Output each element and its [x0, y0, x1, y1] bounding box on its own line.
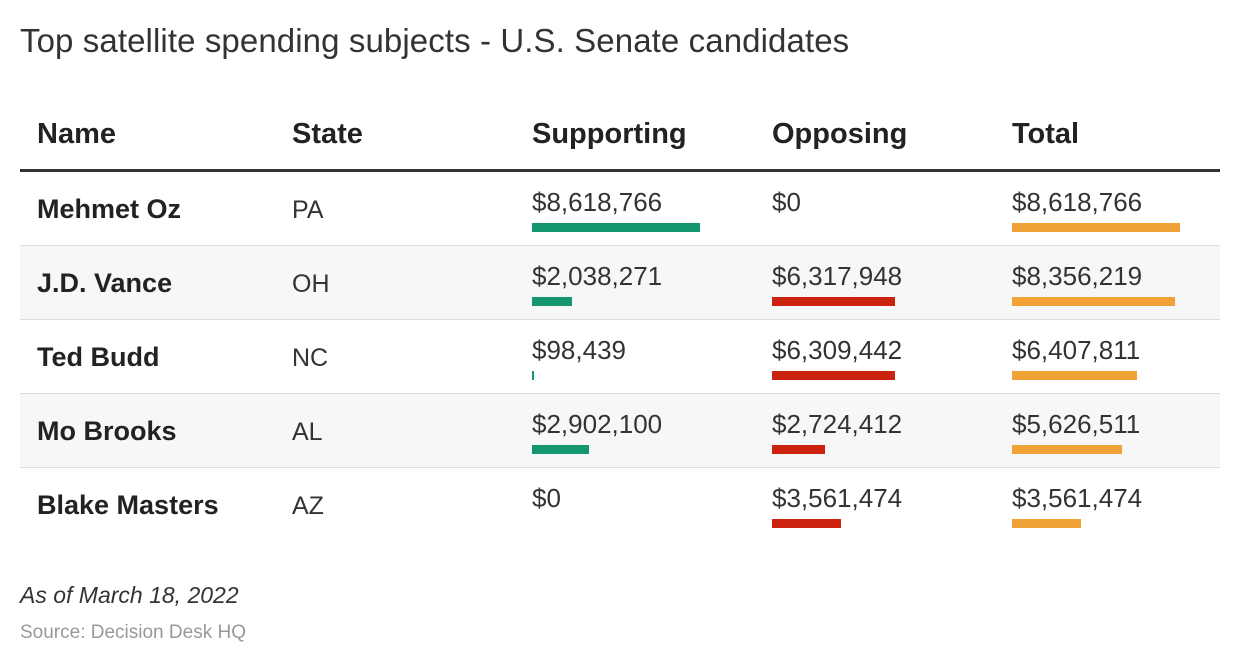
- candidate-state: PA: [292, 196, 324, 224]
- supporting-amount: $8,618,766: [532, 187, 663, 217]
- table-row: Mo Brooks AL $2,902,100 $2,724,412 $5,626,51…: [20, 394, 1220, 468]
- supporting-cell: $8,618,766: [532, 186, 700, 232]
- opposing-cell: $6,309,442: [772, 334, 902, 380]
- header-name: Name: [37, 118, 116, 150]
- table-row: J.D. Vance OH $2,038,271 $6,317,948 $8,356,2…: [20, 246, 1220, 320]
- supporting-bar: [532, 445, 589, 454]
- source-note: Source: Decision Desk HQ: [20, 622, 246, 643]
- supporting-bar: [532, 223, 700, 232]
- date-note: As of March 18, 2022: [20, 582, 239, 608]
- supporting-amount: $0: [532, 483, 561, 513]
- opposing-amount: $2,724,412: [772, 409, 903, 439]
- total-amount: $5,626,511: [1012, 409, 1141, 439]
- table-row: Ted Budd NC $98,439 $6,309,442 $6,407,811: [20, 320, 1220, 394]
- supporting-amount: $2,038,271: [532, 261, 663, 291]
- supporting-bar: [532, 371, 534, 380]
- opposing-amount: $6,317,948: [772, 261, 903, 291]
- supporting-cell: $2,902,100: [532, 408, 662, 454]
- total-amount: $8,356,219: [1012, 261, 1143, 291]
- supporting-amount: $2,902,100: [532, 409, 663, 439]
- supporting-cell: $2,038,271: [532, 260, 662, 306]
- header-supporting: Supporting: [532, 118, 687, 150]
- total-amount: $8,618,766: [1012, 187, 1143, 217]
- opposing-bar: [772, 297, 895, 306]
- header-total: Total: [1012, 118, 1080, 150]
- opposing-bar: [772, 519, 841, 528]
- total-cell: $6,407,811: [1012, 334, 1140, 380]
- total-bar: [1012, 371, 1137, 380]
- spending-table: Name State Supporting Opposing Total Meh…: [20, 100, 1220, 542]
- header-opposing: Opposing: [772, 118, 908, 150]
- candidate-state: AZ: [292, 492, 324, 520]
- table-body: Mehmet Oz PA $8,618,766 $0 $8,618,766 J.D. Va…: [20, 172, 1220, 542]
- opposing-cell: $6,317,948: [772, 260, 902, 306]
- table-row: Mehmet Oz PA $8,618,766 $0 $8,618,766: [20, 172, 1220, 246]
- supporting-bar: [532, 297, 572, 306]
- candidate-name: Mehmet Oz: [37, 194, 182, 224]
- total-bar: [1012, 297, 1175, 306]
- total-cell: $8,618,766: [1012, 186, 1180, 232]
- candidate-state: OH: [292, 270, 330, 298]
- opposing-cell: $2,724,412: [772, 408, 902, 454]
- total-bar: [1012, 223, 1180, 232]
- candidate-name: J.D. Vance: [37, 268, 173, 298]
- opposing-amount: $6,309,442: [772, 335, 903, 365]
- table-header: Name State Supporting Opposing Total: [20, 100, 1220, 172]
- total-amount: $6,407,811: [1012, 335, 1141, 365]
- total-bar: [1012, 519, 1081, 528]
- candidate-state: NC: [292, 344, 329, 372]
- opposing-cell: $0: [772, 186, 801, 218]
- total-cell: $3,561,474: [1012, 482, 1142, 528]
- total-cell: $5,626,511: [1012, 408, 1140, 454]
- opposing-bar: [772, 445, 825, 454]
- table-row: Blake Masters AZ $0 $3,561,474 $3,561,474: [20, 468, 1220, 542]
- opposing-bar: [772, 371, 895, 380]
- candidate-name: Mo Brooks: [37, 416, 177, 446]
- chart-title: Top satellite spending subjects - U.S. S…: [20, 22, 850, 59]
- supporting-amount: $98,439: [532, 335, 626, 365]
- total-bar: [1012, 445, 1122, 454]
- opposing-amount: $0: [772, 187, 801, 217]
- total-amount: $3,561,474: [1012, 483, 1143, 513]
- total-cell: $8,356,219: [1012, 260, 1175, 306]
- opposing-amount: $3,561,474: [772, 483, 903, 513]
- supporting-cell: $98,439: [532, 334, 626, 380]
- supporting-cell: $0: [532, 482, 561, 514]
- candidate-name: Blake Masters: [37, 490, 219, 520]
- candidate-state: AL: [292, 418, 323, 446]
- header-state: State: [292, 118, 363, 150]
- opposing-cell: $3,561,474: [772, 482, 902, 528]
- candidate-name: Ted Budd: [37, 342, 160, 372]
